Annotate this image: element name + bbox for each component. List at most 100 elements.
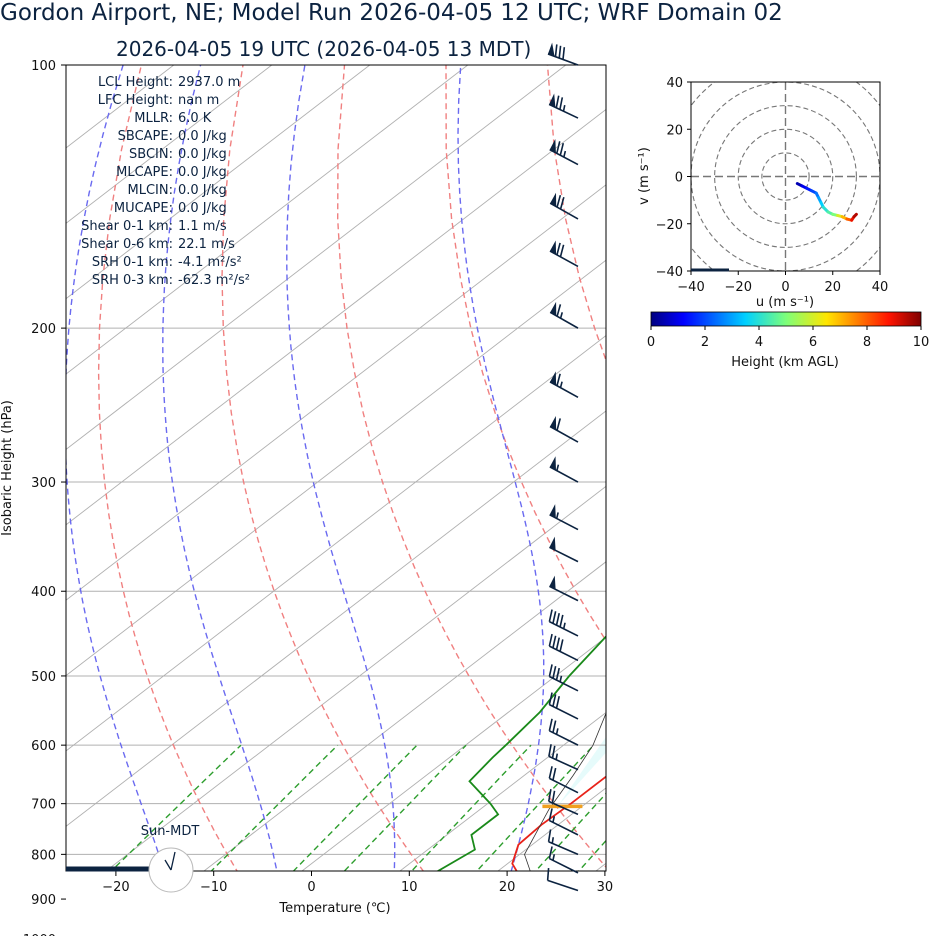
wind-barbs bbox=[546, 42, 579, 892]
y-tick-label: 400 bbox=[31, 585, 56, 600]
barb-full bbox=[552, 694, 557, 707]
dry-adiabat bbox=[336, 65, 606, 869]
barb-staff bbox=[549, 777, 579, 794]
barb-flag bbox=[550, 301, 557, 316]
wind-barb bbox=[548, 766, 579, 794]
clock-hand-hour bbox=[170, 851, 176, 871]
dry-adiabat bbox=[852, 65, 929, 936]
barb-half bbox=[562, 104, 566, 112]
isotherm bbox=[66, 108, 606, 526]
y-tick-label: 300 bbox=[31, 476, 56, 491]
wind-barb bbox=[548, 664, 579, 692]
index-label: MLLR: bbox=[134, 111, 173, 126]
wind-barb bbox=[547, 829, 579, 856]
dry-adiabat bbox=[546, 65, 606, 363]
barb-full bbox=[556, 418, 561, 431]
wind-barb bbox=[548, 846, 579, 874]
dewpoint-line bbox=[436, 635, 606, 871]
wind-barb bbox=[548, 692, 579, 720]
barb-full bbox=[556, 195, 562, 208]
barb-half bbox=[555, 753, 559, 760]
wind-barb bbox=[549, 139, 579, 166]
barb-staff bbox=[548, 755, 579, 771]
index-label: SBCIN: bbox=[129, 147, 173, 162]
index-label: Shear 0-6 km: bbox=[81, 237, 173, 252]
barb-full bbox=[559, 244, 565, 258]
mixing-ratio-line bbox=[475, 744, 595, 871]
wind-barb bbox=[549, 192, 579, 220]
mixing-ratio-line bbox=[577, 839, 606, 871]
hodograph-ring bbox=[737, 128, 834, 225]
barb-half bbox=[562, 622, 566, 629]
barb-half bbox=[559, 312, 564, 319]
barb-staff bbox=[549, 202, 579, 220]
wind-barb bbox=[547, 42, 579, 66]
skewt-axes: −20 −10 0 10 20 30 100 200 300 400 500 600 700 800 900… bbox=[23, 59, 613, 936]
dry-adiabat bbox=[221, 65, 425, 871]
barb-half bbox=[552, 816, 556, 823]
barb-full bbox=[559, 143, 565, 156]
index-label: LFC Height: bbox=[98, 93, 173, 108]
barb-full bbox=[551, 745, 556, 759]
hodograph-y-tick-label: −40 bbox=[656, 265, 683, 280]
barb-staff bbox=[547, 879, 579, 892]
mixing-ratio-line bbox=[538, 745, 725, 936]
isotherm bbox=[581, 65, 929, 936]
index-value: 0.0 J/kg bbox=[178, 201, 227, 216]
barb-staff bbox=[548, 103, 579, 119]
isotherm bbox=[497, 787, 606, 871]
wind-barb bbox=[548, 609, 579, 637]
barb-half bbox=[559, 675, 563, 683]
barb-half bbox=[563, 150, 567, 158]
skewt-panel: −20 −10 0 10 20 30100200300400500600700800900… bbox=[0, 42, 929, 936]
isotherm bbox=[66, 65, 567, 451]
index-label: SBCAPE: bbox=[118, 129, 173, 144]
barb-full bbox=[552, 720, 557, 733]
wind-barb bbox=[548, 93, 579, 119]
barb-flag bbox=[549, 93, 556, 108]
barb-flag bbox=[550, 192, 557, 207]
barb-half bbox=[555, 512, 559, 519]
colorbar-tick-label: 10 bbox=[913, 335, 929, 350]
chart-subtitle: 2026-04-05 19 UTC (2026-04-05 13 MDT) bbox=[116, 37, 532, 61]
adiabat-lines bbox=[66, 65, 929, 936]
barb-full bbox=[551, 790, 556, 804]
barb-full bbox=[556, 373, 561, 386]
barb-full bbox=[548, 664, 553, 677]
isotherm bbox=[301, 636, 606, 871]
barb-full bbox=[552, 767, 557, 781]
barb-staff bbox=[549, 425, 579, 443]
wind-barb bbox=[549, 301, 579, 329]
cape-shading bbox=[557, 736, 606, 807]
hodograph-rings bbox=[691, 82, 880, 271]
index-value: 0.0 J/kg bbox=[178, 147, 227, 162]
hodograph-x-tick-label: −40 bbox=[677, 280, 704, 295]
barb-flag bbox=[547, 42, 555, 57]
barb-half bbox=[551, 837, 555, 844]
barb-staff bbox=[549, 819, 579, 836]
mixing-ratio-line bbox=[343, 744, 467, 871]
moist-adiabat bbox=[581, 65, 769, 936]
barb-half bbox=[555, 728, 559, 735]
barb-staff bbox=[549, 857, 579, 874]
hodograph-x-tick-label: 20 bbox=[824, 280, 841, 295]
index-label: LCL Height: bbox=[98, 75, 173, 90]
barb-full bbox=[556, 304, 562, 317]
sounding-profiles bbox=[436, 635, 606, 871]
dry-adiabat bbox=[751, 65, 929, 936]
index-value: 2937.0 m bbox=[178, 75, 240, 90]
barb-full bbox=[559, 196, 565, 210]
barb-staff bbox=[549, 645, 579, 662]
barb-half bbox=[556, 464, 560, 471]
hodograph-ring bbox=[691, 82, 880, 271]
barb-full bbox=[559, 97, 564, 110]
barb-flag bbox=[549, 371, 557, 386]
barb-flag bbox=[549, 504, 556, 519]
index-value: 1.1 m/s bbox=[178, 219, 227, 234]
barb-flag bbox=[550, 416, 557, 430]
x-tick-label: 0 bbox=[307, 880, 315, 895]
barb-full bbox=[562, 47, 566, 60]
isotherm bbox=[66, 65, 469, 375]
barb-staff bbox=[549, 250, 579, 268]
